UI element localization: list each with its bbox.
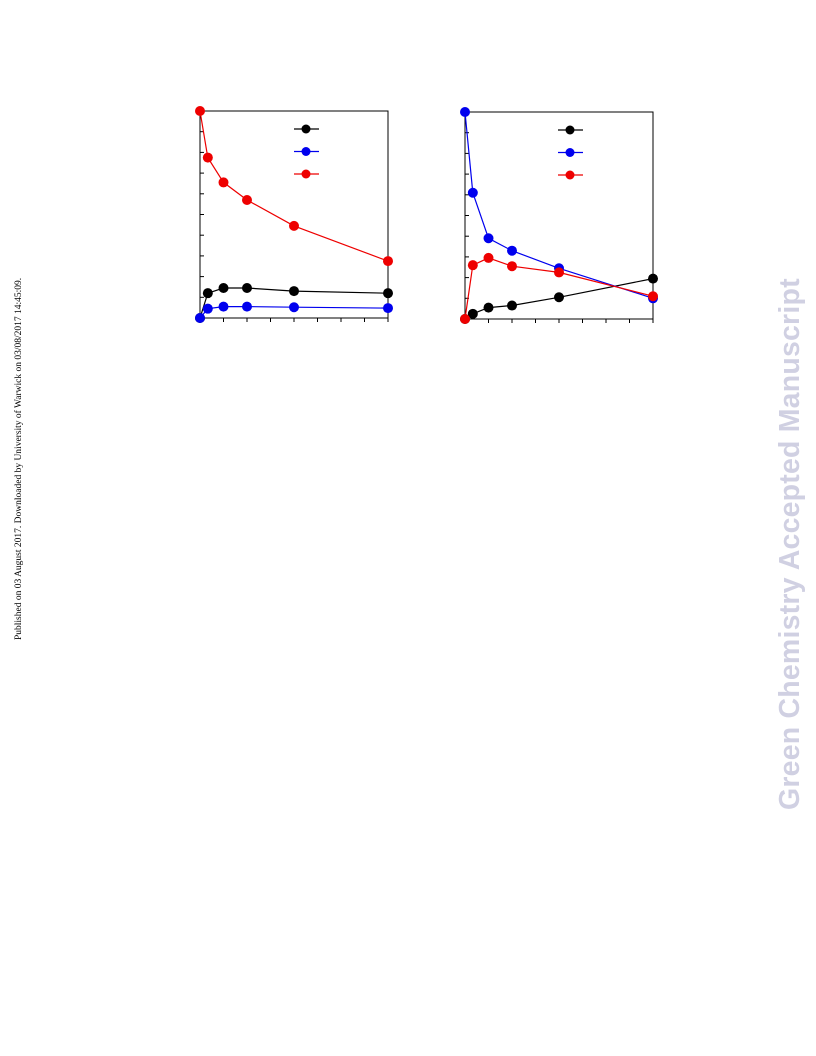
legend-item-3 [558, 170, 583, 180]
data-point [289, 286, 299, 297]
legend-item-1 [294, 124, 319, 134]
plot-frame [464, 111, 654, 320]
chart-panel-2 [460, 107, 658, 324]
data-point [507, 261, 517, 272]
series-3 [195, 106, 393, 267]
data-point [202, 303, 213, 314]
legend-item-3 [294, 169, 319, 179]
series-3 [460, 252, 658, 324]
data-point [242, 301, 252, 312]
data-point [289, 220, 299, 231]
data-point [195, 313, 205, 323]
data-point [648, 291, 658, 302]
data-point [195, 106, 205, 116]
legend-item-1 [558, 125, 583, 135]
legend-marker [565, 125, 575, 135]
data-point [467, 308, 478, 319]
y-axis-ticks [465, 132, 469, 299]
data-point [507, 300, 517, 311]
data-point [483, 302, 494, 313]
data-point [554, 292, 564, 303]
legend-marker [301, 124, 311, 134]
series-line [199, 110, 389, 262]
data-point [483, 252, 494, 263]
data-point [460, 314, 470, 324]
series-line [464, 111, 654, 299]
data-point [383, 256, 393, 267]
x-axis-ticks [464, 319, 654, 323]
x-axis-ticks [199, 318, 389, 322]
data-point [483, 233, 494, 244]
data-point [554, 267, 564, 278]
data-point [202, 288, 213, 299]
legend-marker [565, 148, 575, 157]
data-point [467, 187, 478, 198]
series-1 [460, 273, 658, 324]
legend-marker [301, 169, 311, 179]
data-point [218, 177, 229, 188]
series-2 [195, 301, 393, 323]
legend [558, 125, 583, 180]
data-point [507, 245, 517, 256]
series-line [464, 257, 654, 320]
legend-item-2 [558, 148, 583, 157]
data-point [242, 282, 252, 293]
data-point [202, 152, 213, 163]
legend-marker [565, 170, 575, 180]
data-point [460, 107, 470, 117]
data-point [242, 195, 252, 206]
data-point [218, 301, 229, 312]
data-point [467, 260, 478, 271]
legend-marker [301, 147, 311, 156]
data-point [218, 282, 229, 293]
data-point [289, 302, 299, 313]
chart-panel-1 [195, 106, 393, 323]
legend [294, 124, 319, 179]
data-point [383, 288, 393, 299]
legend-item-2 [294, 147, 319, 156]
data-point [383, 303, 393, 314]
data-point [648, 273, 658, 284]
